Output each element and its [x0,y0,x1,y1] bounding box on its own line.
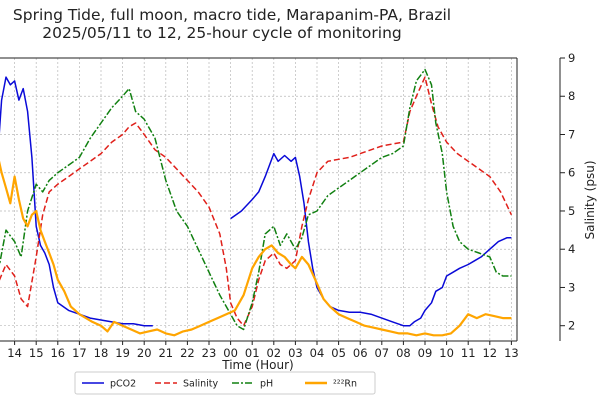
salinity-tick-label: 6 [568,166,575,180]
legend-label: ²²²Rn [333,379,357,390]
x-tick-label: 01 [245,346,260,360]
x-tick-label: 16 [50,346,65,360]
x-tick-label: 20 [137,346,152,360]
series-line-salinity [0,76,513,327]
x-tick-label: 08 [396,346,411,360]
chart-title-line-1: Spring Tide, full moon, macro tide, Mara… [13,6,451,24]
x-tick-label: 23 [202,346,217,360]
salinity-tick-label: 7 [568,127,575,141]
x-ticks: 13 14 15 16 17 18 19 20 21 22 23 00 01 02 03 04 05 06 07 08… [0,341,519,360]
x-tick-label: 17 [72,346,87,360]
salinity-ticks: 2 3 4 5 6 7 8 9 [560,51,575,333]
series-line-pco2 [230,152,512,327]
legend-label: Salinity [183,379,219,390]
x-tick-label: 00 [223,346,238,360]
salinity-axis-label: Salinity (psu) [583,160,597,239]
chart-title-line-2: 2025/05/11 to 12, 25-hour cycle of monit… [42,24,402,42]
x-tick-label: 03 [288,346,303,360]
salinity-tick-label: 3 [568,280,575,294]
series-line-rn [0,160,512,337]
x-tick-label: 14 [7,346,22,360]
x-tick-label: 10 [439,346,454,360]
salinity-tick-label: 4 [568,242,575,256]
series-lines [0,68,513,337]
x-tick-label: 05 [331,346,346,360]
x-tick-label: 15 [29,346,44,360]
legend-box [74,371,376,395]
salinity-tick-label: 2 [568,319,575,333]
x-tick-label: 12 [482,346,497,360]
x-tick-label: 07 [374,346,389,360]
legend-label: pH [260,379,273,390]
x-tick-label: 21 [158,346,173,360]
x-tick-label: 11 [461,346,476,360]
x-tick-label: 22 [180,346,195,360]
salinity-tick-label: 5 [568,204,575,218]
x-tick-label: 13 [504,346,519,360]
x-axis-label: Time (Hour) [221,358,293,372]
series-line-pco2 [0,76,153,327]
x-tick-label: 09 [418,346,433,360]
salinity-tick-label: 9 [568,51,575,65]
x-tick-label: 04 [310,346,325,360]
legend: pCO2 Salinity pH ²²²Rn [74,371,376,395]
x-tick-label: 18 [94,346,109,360]
salinity-tick-label: 8 [568,89,575,103]
legend-label: pCO2 [110,379,136,390]
x-tick-label: 02 [266,346,281,360]
legend-items: pCO2 Salinity pH ²²²Rn [82,379,357,390]
x-tick-label: 19 [115,346,130,360]
x-tick-label: 06 [353,346,368,360]
gridlines [0,57,517,341]
